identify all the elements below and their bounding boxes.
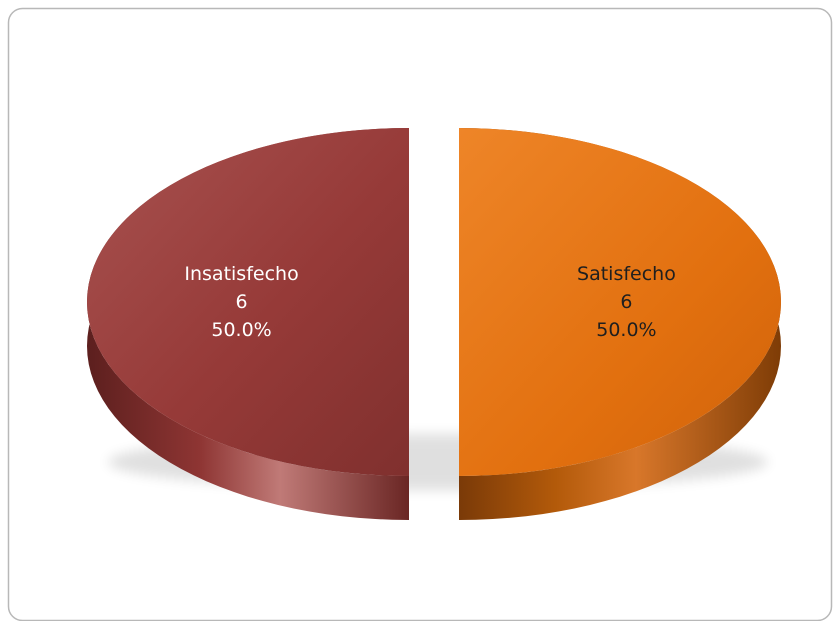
pie-labels: Insatisfecho 6 50.0% Satisfecho 6 50.0%	[184, 263, 675, 341]
slice-top-satisfecho	[459, 128, 781, 476]
pie-slices	[87, 128, 781, 520]
label-percent-insatisfecho: 50.0%	[211, 319, 271, 341]
slice-top-insatisfecho	[87, 128, 409, 476]
label-percent-satisfecho: 50.0%	[596, 319, 656, 341]
pie-slice-insatisfecho	[87, 128, 409, 520]
label-value-satisfecho: 6	[620, 291, 632, 313]
pie-slice-satisfecho	[459, 128, 781, 520]
label-name-satisfecho: Satisfecho	[577, 263, 676, 285]
label-name-insatisfecho: Insatisfecho	[184, 263, 298, 285]
label-value-insatisfecho: 6	[236, 291, 248, 313]
